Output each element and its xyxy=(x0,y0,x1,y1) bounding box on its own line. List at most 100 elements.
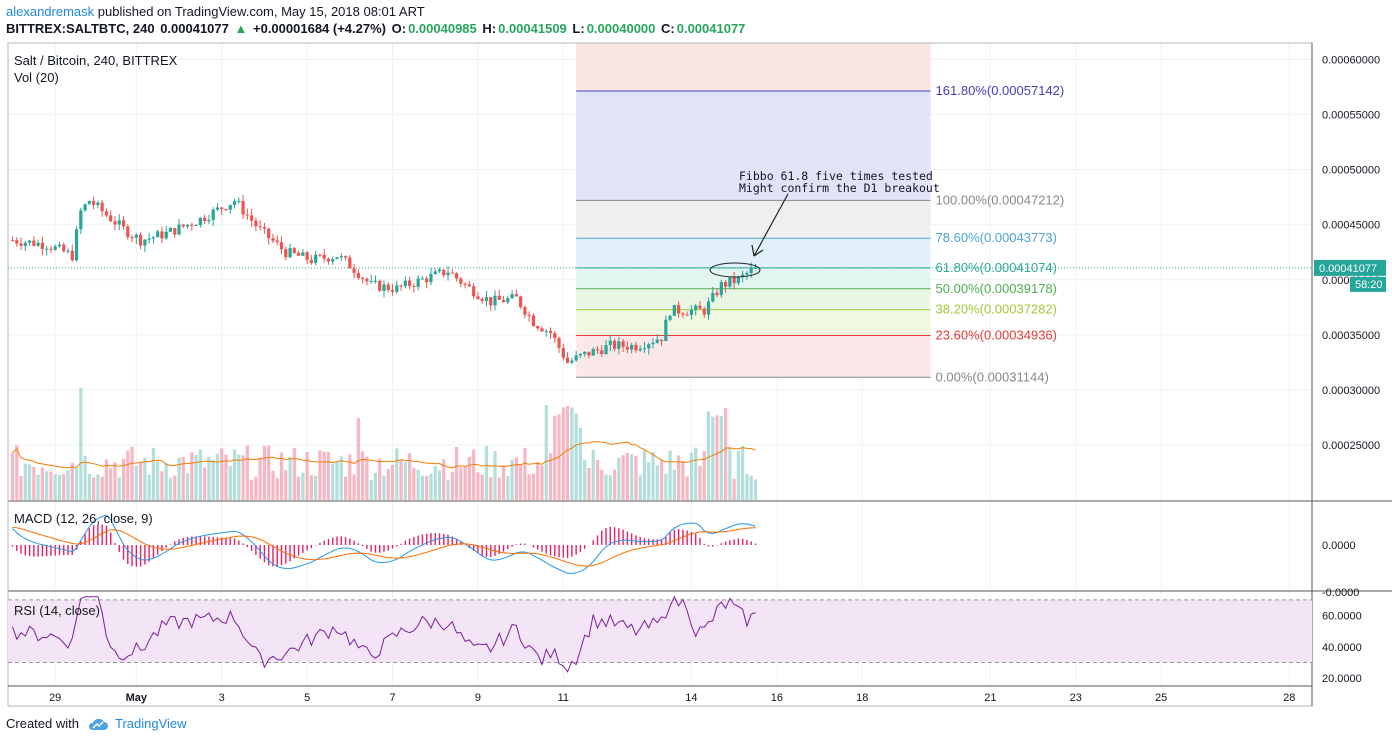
candle-body xyxy=(27,240,32,243)
candle-body xyxy=(651,342,655,345)
volume-bar xyxy=(70,462,74,500)
time-tick-label: 29 xyxy=(49,692,61,704)
candle-body xyxy=(267,228,271,239)
volume-bar xyxy=(749,475,753,500)
volume-bar xyxy=(267,445,271,500)
volume-bar xyxy=(681,461,685,500)
rsi-tick-label: 20.0000 xyxy=(1322,673,1362,685)
annotation-text: Might confirm the D1 breakout xyxy=(739,181,940,195)
candle-body xyxy=(659,339,664,342)
volume-bar xyxy=(373,472,378,500)
candle-body xyxy=(339,256,343,258)
volume-bar xyxy=(715,415,719,500)
volume-bar xyxy=(279,452,284,500)
candle-body xyxy=(164,231,168,239)
fib-level-label: 78.60%(0.00043773) xyxy=(936,230,1057,245)
macd-label: MACD (12, 26, close, 9) xyxy=(14,511,153,526)
price-tick-label: 0.00030000 xyxy=(1322,385,1380,397)
candle-body xyxy=(544,330,548,332)
candle-body xyxy=(467,284,471,287)
candle-body xyxy=(126,226,130,238)
candle-body xyxy=(702,308,706,315)
time-tick-label: 5 xyxy=(304,692,310,704)
candle-body xyxy=(591,349,595,356)
candle-body xyxy=(647,344,651,349)
candle-body xyxy=(655,339,659,343)
macd-tick-label: -0.0000 xyxy=(1322,587,1359,599)
candle-body xyxy=(215,207,220,210)
volume-bar xyxy=(19,475,23,500)
volume-bar xyxy=(301,472,305,500)
last-price-badge-text: 0.00041077 xyxy=(1319,263,1377,275)
volume-bar xyxy=(296,476,301,500)
candle-body xyxy=(446,272,450,276)
candle-body xyxy=(232,201,237,205)
volume-bar xyxy=(275,477,279,500)
volume-bar xyxy=(412,467,416,500)
candle-body xyxy=(331,259,335,262)
high-value: 0.00041509 xyxy=(498,21,567,36)
low-value: 0.00040000 xyxy=(586,21,656,36)
volume-bar xyxy=(659,460,664,500)
volume-bar xyxy=(655,465,659,500)
volume-bar xyxy=(647,462,651,500)
candle-body xyxy=(83,204,87,211)
tradingview-link[interactable]: TradingView xyxy=(114,716,187,731)
volume-bar xyxy=(139,462,143,500)
volume-bar xyxy=(454,446,459,500)
candle-body xyxy=(553,333,557,339)
candle-body xyxy=(578,354,583,356)
candle-body xyxy=(224,209,228,211)
macd-line xyxy=(12,514,756,575)
volume-bar xyxy=(578,427,583,500)
macd-tick-label: 0.0000 xyxy=(1322,540,1356,552)
candle-body xyxy=(194,224,198,226)
candle-body xyxy=(335,257,339,260)
candle-body xyxy=(79,210,83,230)
volume-bar xyxy=(181,457,185,500)
time-tick-label: 11 xyxy=(558,692,569,704)
volume-bar xyxy=(228,466,232,500)
volume-bar xyxy=(416,469,420,500)
volume-bar xyxy=(745,473,749,500)
candle-body xyxy=(753,267,758,269)
price-tick-label: 0.00055000 xyxy=(1322,110,1380,122)
published-text: published on TradingView.com, May 15, 20… xyxy=(97,4,425,19)
candle-body xyxy=(198,217,202,225)
fib-retracement xyxy=(576,43,931,378)
candle-body xyxy=(433,271,437,275)
candle-body xyxy=(139,234,143,246)
volume-bar xyxy=(450,472,454,500)
volume-bar xyxy=(642,450,647,500)
candle-body xyxy=(74,229,79,261)
rsi-line xyxy=(12,595,756,673)
rsi-tick-label: 40.0000 xyxy=(1322,642,1362,654)
candle-body xyxy=(288,248,292,258)
candle-body xyxy=(408,280,412,286)
candle-body xyxy=(143,239,147,246)
volume-bar xyxy=(425,475,429,500)
author-link[interactable]: alexandremask xyxy=(6,4,95,19)
candle-body xyxy=(121,220,126,227)
candle-body xyxy=(147,238,151,240)
candle-body xyxy=(156,231,160,238)
volume-bar xyxy=(600,469,604,500)
candle-body xyxy=(706,301,711,315)
candle-body xyxy=(241,200,245,215)
volume-bar xyxy=(736,450,740,500)
volume-bar xyxy=(203,467,207,500)
candle-body xyxy=(501,299,506,303)
candle-body xyxy=(296,252,301,256)
volume-label: Vol (20) xyxy=(14,70,59,85)
candle-body xyxy=(237,200,241,202)
volume-bar xyxy=(390,464,395,500)
fib-level-label: 61.80%(0.00041074) xyxy=(936,260,1057,275)
candle-body xyxy=(630,344,634,350)
publish-info: alexandremask published on TradingView.c… xyxy=(6,4,425,19)
time-tick-label: 9 xyxy=(475,692,481,704)
volume-bar xyxy=(382,475,386,500)
candle-body xyxy=(595,349,600,351)
candle-body xyxy=(459,278,463,284)
volume-bar xyxy=(459,467,463,500)
